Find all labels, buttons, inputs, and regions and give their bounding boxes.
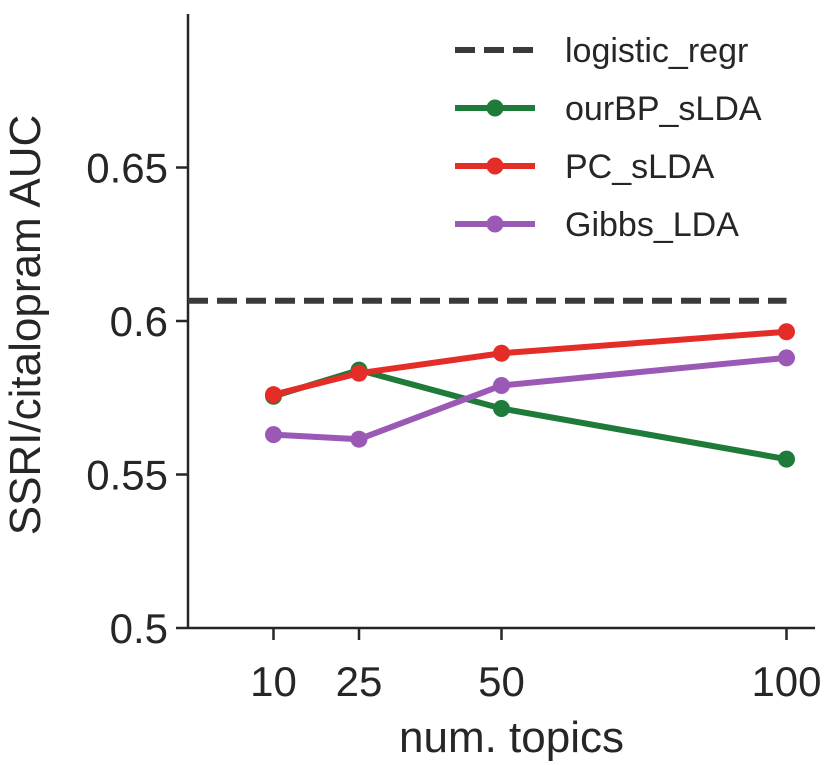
- x-axis-label: num. topics: [399, 713, 624, 762]
- x-tick-label: 25: [336, 658, 383, 705]
- y-tick-label: 0.6: [110, 298, 168, 345]
- y-tick-label: 0.65: [86, 145, 168, 192]
- legend-label: PC_sLDA: [565, 148, 715, 186]
- y-tick-label: 0.55: [86, 452, 168, 499]
- series-line: [270, 328, 790, 398]
- legend-label: logistic_regr: [565, 32, 748, 70]
- legend-item: logistic_regr: [455, 32, 748, 70]
- legend-item: ourBP_sLDA: [455, 90, 762, 128]
- data-point: [493, 344, 510, 362]
- x-tick-label: 50: [478, 658, 525, 705]
- legend-item: Gibbs_LDA: [455, 206, 739, 244]
- data-point: [265, 386, 282, 404]
- legend-label: Gibbs_LDA: [565, 206, 739, 244]
- y-axis-label: SSRI/citalopram AUC: [1, 115, 50, 536]
- legend-item: PC_sLDA: [455, 148, 715, 186]
- legend-marker: [486, 157, 504, 175]
- x-tick-label: 100: [751, 658, 821, 705]
- data-point: [493, 376, 510, 394]
- data-point: [778, 450, 795, 468]
- series-layer: [265, 323, 795, 468]
- data-point: [493, 399, 510, 417]
- legend-marker: [486, 99, 504, 117]
- data-point: [778, 349, 795, 367]
- data-point: [350, 430, 368, 448]
- legend: logistic_regr ourBP_sLDA PC_sLDA Gibbs_LDA: [455, 32, 762, 244]
- legend-label: ourBP_sLDA: [565, 90, 762, 128]
- axes: 0.5 0.55 0.6 0.65 10 25 50 100: [86, 14, 822, 705]
- data-point: [350, 364, 368, 382]
- y-tick-label: 0.5: [110, 605, 168, 652]
- x-tick-label: 10: [250, 658, 297, 705]
- series-Gibbs_LDA: [265, 349, 795, 448]
- data-point: [778, 323, 795, 341]
- series-line: [270, 354, 790, 443]
- legend-marker: [486, 215, 504, 233]
- data-point: [265, 426, 282, 444]
- series-PC_sLDA: [265, 323, 795, 404]
